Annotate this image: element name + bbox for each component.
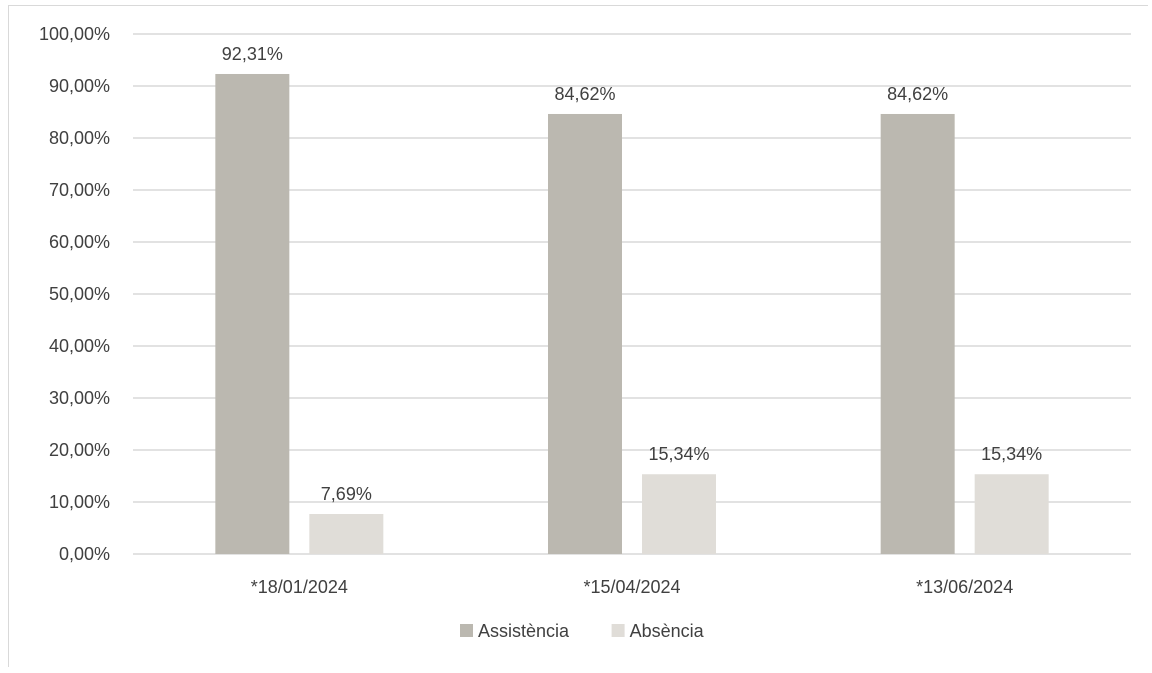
y-tick-label: 60,00% <box>49 232 110 252</box>
data-label: 92,31% <box>222 44 283 64</box>
bar <box>642 474 716 554</box>
legend-swatch <box>611 624 625 637</box>
data-label: 15,34% <box>648 444 709 464</box>
x-category-label: *13/06/2024 <box>916 577 1013 597</box>
legend-label: Absència <box>630 621 705 641</box>
y-tick-label: 30,00% <box>49 388 110 408</box>
bar <box>974 474 1049 554</box>
y-tick-label: 10,00% <box>49 492 110 512</box>
y-tick-label: 100,00% <box>39 24 110 44</box>
data-label: 84,62% <box>887 84 948 104</box>
gridlines <box>133 33 1131 555</box>
x-category-label: *18/01/2024 <box>251 577 348 597</box>
chart-frame <box>8 5 1148 667</box>
bar <box>215 73 290 554</box>
y-tick-label: 40,00% <box>49 336 110 356</box>
y-tick-label: 80,00% <box>49 128 110 148</box>
y-tick-label: 50,00% <box>49 284 110 304</box>
data-label: 15,34% <box>981 444 1042 464</box>
legend-swatch <box>460 624 473 637</box>
data-label: 7,69% <box>321 484 372 504</box>
bars <box>215 73 1049 554</box>
bar <box>309 514 384 554</box>
y-axis-tick-labels: 0,00% 10,00% 20,00% 30,00% 40,00% 50,00% 60,00… <box>39 24 110 564</box>
data-labels: 92,31% 7,69% 84,62% 15,34% 84,62% 15,34% <box>222 44 1042 504</box>
bar <box>548 113 622 554</box>
x-category-label: *15/04/2024 <box>583 577 680 597</box>
y-tick-label: 90,00% <box>49 76 110 96</box>
y-tick-label: 20,00% <box>49 440 110 460</box>
y-tick-label: 0,00% <box>59 544 110 564</box>
x-axis-category-labels: *18/01/2024 *15/04/2024 *13/06/2024 <box>251 577 1013 597</box>
bar <box>880 113 955 554</box>
data-label: 84,62% <box>554 84 615 104</box>
legend: Assistència Absència <box>460 621 705 641</box>
legend-label: Assistència <box>478 621 570 641</box>
y-tick-label: 70,00% <box>49 180 110 200</box>
